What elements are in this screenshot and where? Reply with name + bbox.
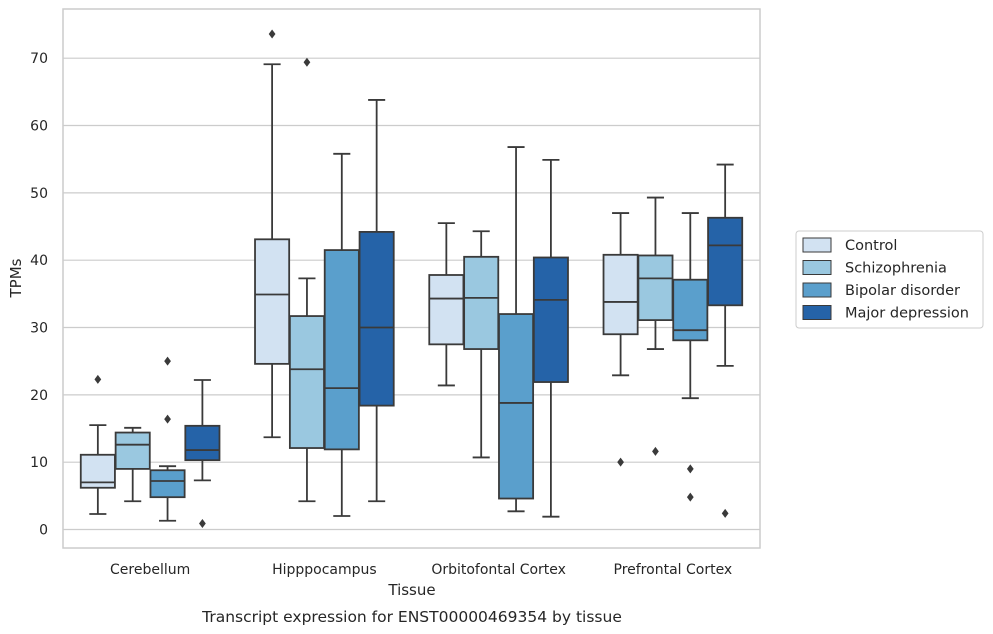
y-tick-label: 40 — [30, 253, 48, 269]
box-iqr — [184, 424, 221, 462]
box-1-2 — [254, 29, 291, 439]
outlier-point — [199, 518, 206, 528]
legend-frame — [795, 230, 984, 329]
x-tick-label: Hipppocampus — [272, 562, 377, 578]
outlier-point — [721, 508, 729, 518]
y-tick-label: 20 — [30, 388, 48, 404]
box-iqr — [323, 249, 360, 451]
outlier-point — [686, 492, 694, 502]
box-iqr — [288, 315, 325, 449]
box-2-1 — [114, 426, 151, 503]
gridlines — [63, 57, 760, 531]
box-iqr — [498, 313, 535, 500]
box-iqr — [707, 216, 744, 307]
box-4-2 — [358, 99, 395, 503]
box-4-3 — [532, 158, 569, 518]
box-iqr — [149, 469, 186, 499]
y-tick-label: 70 — [30, 51, 48, 67]
x-tick-label: Cerebellum — [110, 562, 190, 578]
boxes — [79, 29, 744, 528]
box-iqr — [114, 431, 151, 470]
box-1-4 — [602, 212, 639, 467]
y-axis-label: TPMs — [7, 258, 25, 298]
y-tick-label: 10 — [30, 455, 48, 471]
legend-entries: Control Schizophrenia Bipolar disorder Majo… — [802, 237, 969, 322]
x-axis-label: Tissue — [387, 581, 435, 599]
box-4-4 — [707, 163, 744, 518]
box-3-1 — [149, 356, 186, 522]
y-tick-labels: 0 10 20 30 40 50 60 70 — [30, 51, 48, 538]
x-tick-label: Orbitofontal Cortex — [431, 562, 566, 578]
legend-label: Major depression — [845, 306, 969, 322]
outlier-point — [617, 457, 624, 467]
box-3-4 — [672, 212, 709, 502]
box-2-3 — [463, 230, 500, 459]
x-tick-labels: Cerebellum Hipppocampus Orbitofontal Corte… — [110, 562, 732, 578]
box-iqr — [358, 231, 395, 407]
legend-label: Bipolar disorder — [845, 283, 960, 299]
box-2-2 — [288, 57, 325, 503]
y-tick-label: 50 — [30, 186, 48, 202]
box-1-3 — [428, 222, 465, 387]
outlier-point — [652, 446, 659, 456]
x-tick-label: Prefrontal Cortex — [614, 562, 733, 578]
legend-swatch — [802, 260, 832, 275]
y-tick-label: 30 — [30, 321, 48, 337]
legend-label: Control — [845, 238, 897, 254]
outlier-point — [268, 29, 276, 39]
y-tick-label: 0 — [39, 523, 48, 539]
box-iqr — [463, 255, 500, 350]
outlier-point — [94, 374, 102, 384]
box-iqr — [672, 278, 709, 342]
box-iqr — [428, 274, 465, 346]
plot-frame — [62, 8, 761, 549]
box-4-1 — [184, 379, 221, 528]
box-iqr — [532, 256, 569, 383]
outlier-point — [164, 414, 171, 424]
outlier-point — [303, 57, 311, 67]
outlier-point — [686, 464, 694, 474]
box-3-2 — [323, 152, 360, 517]
box-iqr — [254, 238, 291, 365]
box-1-1 — [79, 374, 116, 515]
box-iqr — [637, 254, 674, 322]
box-iqr — [602, 253, 639, 336]
legend-swatch — [802, 305, 832, 320]
legend: Control Schizophrenia Bipolar disorder Majo… — [795, 230, 984, 329]
legend-swatch — [802, 282, 832, 298]
box-2-4 — [637, 196, 674, 456]
legend-swatch — [802, 237, 832, 253]
chart-caption: Transcript expression for ENST0000046935… — [201, 608, 622, 626]
y-tick-label: 60 — [30, 119, 48, 135]
outlier-point — [164, 356, 171, 366]
legend-label: Schizophrenia — [845, 261, 947, 277]
box-3-3 — [498, 146, 535, 513]
